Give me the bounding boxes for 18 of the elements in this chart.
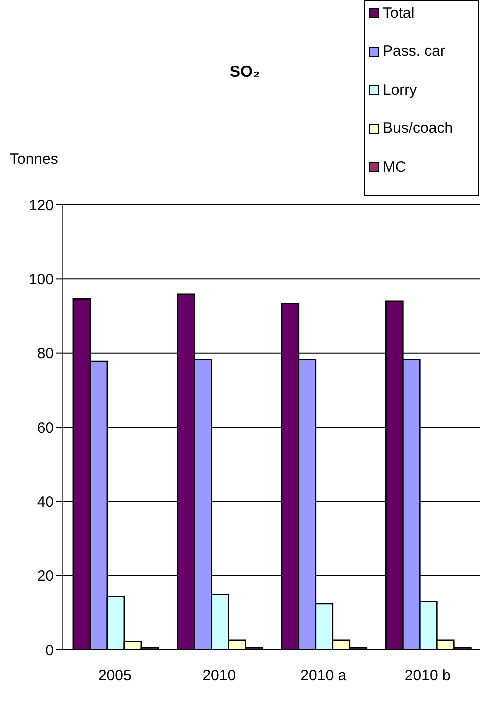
legend-label: Total xyxy=(383,4,415,22)
legend-label: Pass. car xyxy=(383,43,446,60)
legend-label: Bus/coach xyxy=(383,120,454,138)
y-tick-label: 120 xyxy=(28,197,54,214)
y-axis-title: Tonnes xyxy=(10,151,58,168)
x-tick-label: 2010 xyxy=(202,668,236,685)
x-tick-label: 2010 a xyxy=(300,668,348,685)
legend-label: Lorry xyxy=(383,82,418,99)
y-tick-label: 40 xyxy=(37,494,54,511)
y-tick-label: 60 xyxy=(37,420,54,437)
legend-label: MC xyxy=(383,158,406,176)
y-tick-label: 100 xyxy=(28,271,54,288)
x-tick-label: 2005 xyxy=(98,668,132,685)
x-tick-label: 2010 b xyxy=(404,668,451,685)
y-tick-label: 0 xyxy=(46,642,54,660)
y-tick-label: 80 xyxy=(37,346,54,363)
chart-title: SO₂ xyxy=(228,64,262,82)
y-tick-label: 20 xyxy=(37,568,54,586)
